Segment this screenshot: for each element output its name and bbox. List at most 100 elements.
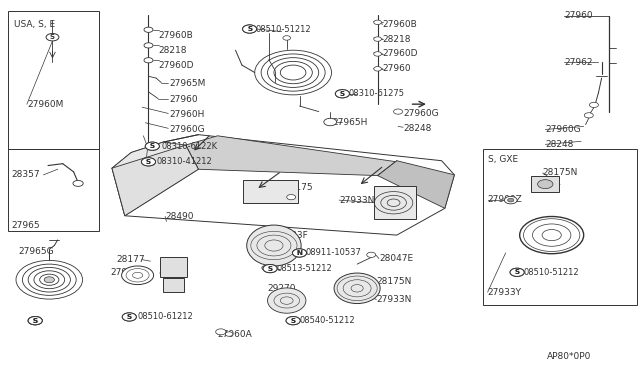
Circle shape — [283, 36, 291, 40]
Text: 08310-41212: 08310-41212 — [157, 157, 212, 166]
Text: 28175N: 28175N — [376, 278, 412, 286]
Text: USA, S, E: USA, S, E — [14, 20, 55, 29]
Text: S: S — [247, 26, 252, 32]
Circle shape — [324, 118, 337, 126]
Text: 27965: 27965 — [12, 221, 40, 230]
Circle shape — [584, 113, 593, 118]
Circle shape — [144, 27, 153, 32]
Circle shape — [292, 249, 307, 257]
Polygon shape — [531, 176, 559, 192]
Circle shape — [28, 317, 42, 325]
Circle shape — [394, 109, 403, 114]
Text: 27960G: 27960G — [170, 125, 205, 134]
Text: 27960B: 27960B — [159, 31, 193, 40]
Polygon shape — [378, 161, 454, 208]
Text: S: S — [340, 91, 345, 97]
Circle shape — [286, 317, 300, 325]
Circle shape — [44, 277, 54, 283]
Text: 27965M: 27965M — [170, 79, 206, 88]
Circle shape — [141, 158, 156, 166]
Text: S: S — [146, 159, 151, 165]
Text: S: S — [50, 34, 55, 40]
Text: S: S — [146, 159, 151, 165]
Polygon shape — [112, 135, 454, 235]
Bar — [243, 180, 298, 203]
Circle shape — [504, 196, 517, 204]
Circle shape — [145, 142, 159, 150]
Text: S, GXE: S, GXE — [488, 155, 518, 164]
Circle shape — [538, 180, 553, 189]
Circle shape — [122, 313, 136, 321]
Circle shape — [28, 317, 42, 325]
Text: 28218: 28218 — [383, 35, 412, 44]
Circle shape — [243, 25, 257, 33]
Circle shape — [122, 266, 154, 285]
Text: 28177: 28177 — [116, 255, 145, 264]
Text: 27960G: 27960G — [403, 109, 439, 118]
Text: 28047E: 28047E — [379, 254, 413, 263]
Text: S: S — [127, 314, 132, 320]
Polygon shape — [186, 136, 397, 176]
Circle shape — [374, 20, 381, 25]
Circle shape — [263, 264, 277, 273]
Text: 27900Z: 27900Z — [488, 195, 522, 203]
Bar — [483, 149, 637, 305]
Text: S: S — [268, 266, 273, 272]
Circle shape — [28, 317, 42, 325]
Circle shape — [216, 329, 226, 335]
Text: 28490: 28490 — [160, 269, 189, 278]
Text: 27960D: 27960D — [159, 61, 194, 70]
Text: 28175N: 28175N — [543, 169, 578, 177]
Text: 28175: 28175 — [285, 183, 314, 192]
Text: 27960: 27960 — [170, 95, 198, 104]
Text: 27933N: 27933N — [376, 295, 412, 304]
Text: 28248: 28248 — [545, 140, 573, 149]
Text: S: S — [150, 143, 155, 149]
Ellipse shape — [334, 273, 380, 304]
Text: S: S — [515, 269, 520, 275]
Text: 08510-51212: 08510-51212 — [256, 25, 312, 33]
Text: 27960: 27960 — [564, 11, 593, 20]
Polygon shape — [112, 145, 198, 216]
Text: 27960H: 27960H — [170, 110, 205, 119]
Circle shape — [335, 90, 349, 98]
Text: S: S — [291, 318, 296, 324]
Circle shape — [367, 252, 376, 257]
Circle shape — [73, 180, 83, 186]
Circle shape — [263, 264, 277, 273]
Text: S: S — [33, 318, 38, 324]
Bar — [8, 149, 99, 231]
Circle shape — [225, 332, 233, 336]
Circle shape — [145, 142, 159, 150]
Text: 08310-61275: 08310-61275 — [349, 89, 405, 98]
Text: 27965H: 27965H — [333, 118, 368, 126]
Text: 28490: 28490 — [165, 212, 194, 221]
Text: S: S — [340, 91, 345, 97]
Circle shape — [46, 33, 59, 41]
Text: 08513-51212: 08513-51212 — [276, 264, 332, 273]
Text: N: N — [296, 250, 303, 256]
Text: S: S — [291, 318, 296, 324]
Circle shape — [589, 102, 598, 108]
Text: 08540-51212: 08540-51212 — [300, 316, 355, 325]
Bar — [160, 257, 187, 277]
Text: AP80*0P0: AP80*0P0 — [547, 352, 591, 361]
Text: 27933Y: 27933Y — [488, 288, 522, 296]
Text: 27962: 27962 — [564, 58, 593, 67]
Text: 27960D: 27960D — [383, 49, 418, 58]
Circle shape — [510, 268, 524, 276]
Circle shape — [144, 43, 153, 48]
Text: S: S — [268, 266, 273, 272]
Bar — [8, 11, 99, 149]
Text: 27960M: 27960M — [27, 100, 63, 109]
Bar — [374, 186, 416, 219]
Text: 28248: 28248 — [403, 124, 431, 133]
Text: 27965G: 27965G — [18, 247, 54, 256]
Ellipse shape — [247, 225, 301, 266]
Circle shape — [287, 195, 296, 200]
Text: 27933: 27933 — [110, 268, 139, 277]
Circle shape — [243, 25, 257, 33]
Text: S: S — [33, 318, 38, 324]
Circle shape — [144, 58, 153, 63]
Text: 27960A: 27960A — [218, 330, 252, 339]
